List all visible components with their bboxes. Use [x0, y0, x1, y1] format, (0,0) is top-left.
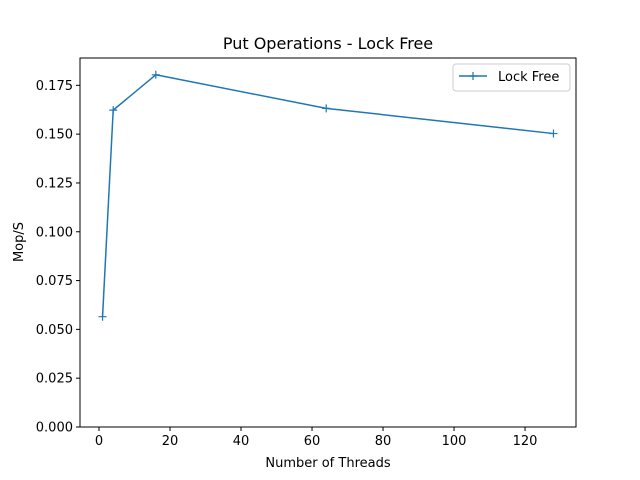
- data-point-marker: [549, 129, 558, 138]
- y-axis-label: Mop/S: [12, 222, 27, 262]
- x-tick-label: 80: [375, 434, 392, 449]
- y-axis-ticks: 0.000 0.025 0.050 0.075 0.100 0.125 0.150 0.175: [36, 79, 80, 436]
- x-tick-label: 60: [304, 434, 321, 449]
- chart-title: Put Operations - Lock Free: [223, 34, 433, 53]
- y-tick-label: 0.125: [36, 176, 73, 191]
- data-point-marker: [109, 106, 118, 115]
- x-axis-ticks: 0 20 40 60 80 100 120: [95, 427, 538, 449]
- legend-marker-lock-free: [469, 72, 477, 80]
- x-tick-label: 100: [442, 434, 467, 449]
- plot-area: [80, 58, 576, 427]
- y-tick-label: 0.050: [36, 323, 73, 338]
- x-tick-label: 0: [95, 434, 103, 449]
- y-tick-label: 0.100: [36, 225, 73, 240]
- data-point-marker: [322, 104, 331, 113]
- series-layer: [98, 70, 558, 321]
- data-point-marker: [98, 312, 107, 321]
- plot-frame: [79, 57, 577, 428]
- data-point-marker: [151, 70, 160, 79]
- y-tick-label: 0.075: [36, 274, 73, 289]
- legend: Lock Free: [452, 63, 571, 92]
- y-tick-label: 0.175: [36, 79, 73, 94]
- y-tick-label: 0.000: [36, 421, 73, 436]
- x-tick-label: 120: [513, 434, 538, 449]
- y-tick-label: 0.025: [36, 372, 73, 387]
- legend-label-lock-free: Lock Free: [498, 70, 559, 85]
- x-axis-label: Number of Threads: [265, 456, 390, 471]
- y-tick-label: 0.150: [36, 128, 73, 143]
- x-tick-label: 40: [233, 434, 250, 449]
- x-tick-label: 20: [162, 434, 179, 449]
- legend-box: [452, 63, 571, 92]
